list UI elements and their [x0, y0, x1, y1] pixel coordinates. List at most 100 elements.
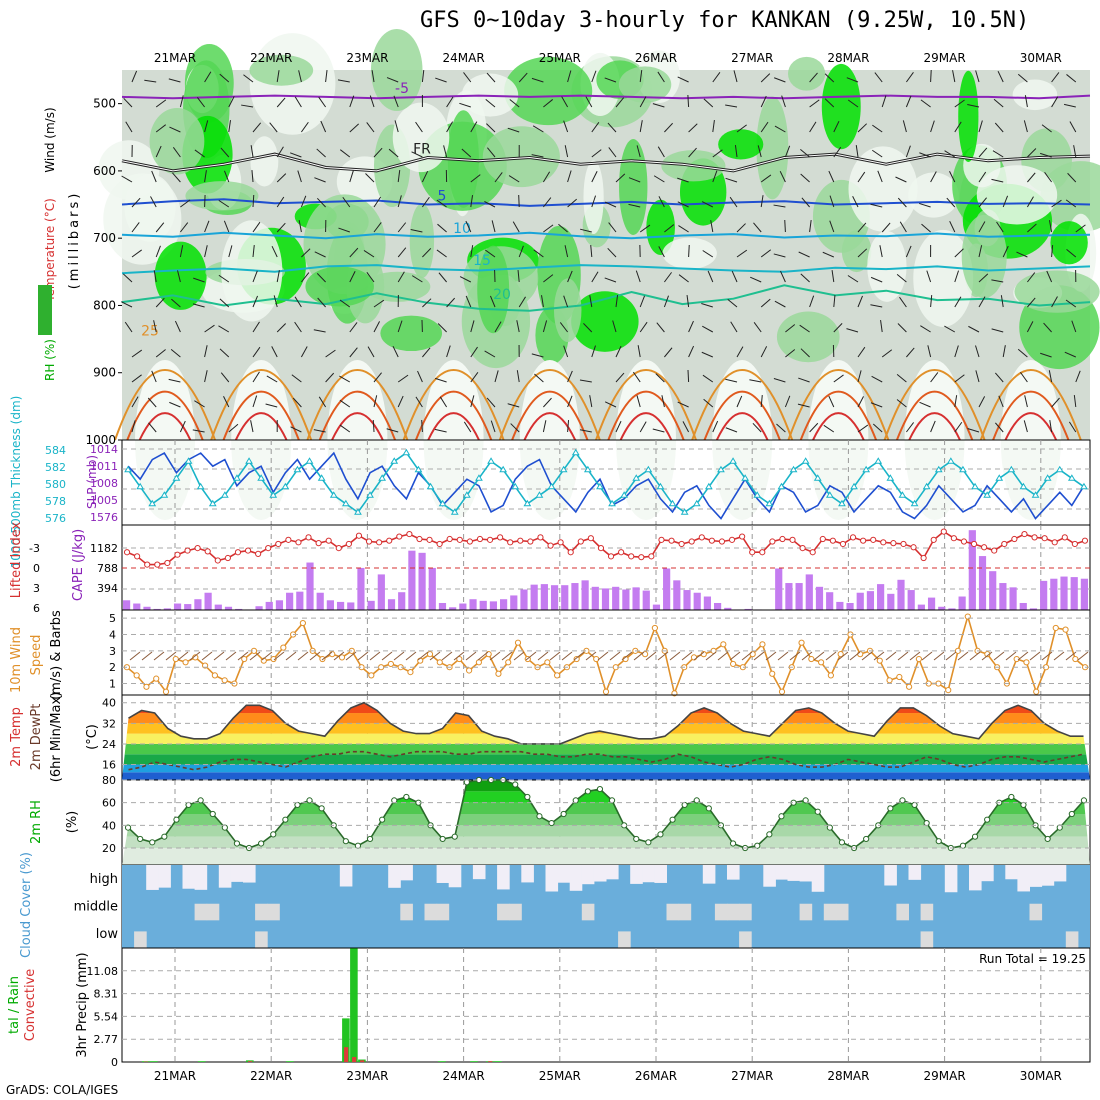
wind-barb [857, 248, 868, 258]
wind-barb [567, 370, 573, 383]
thickness-line-point [765, 499, 774, 507]
wind-barb [919, 401, 931, 408]
wind-barb [567, 270, 573, 283]
wind-barb [896, 399, 907, 408]
wind-barb [847, 275, 859, 283]
wind-barb [563, 295, 569, 308]
thickness-line-point [971, 482, 979, 490]
slp-ytick: 1005 [90, 494, 118, 507]
wind-barb [252, 295, 259, 308]
precip-ytick: 8.31 [94, 988, 119, 1001]
wind-barb [591, 70, 597, 83]
wind-barb [243, 74, 254, 83]
wind-barb [459, 102, 471, 108]
wind-barb [204, 120, 209, 133]
wind-barb [1051, 72, 1060, 83]
cloud-gap [497, 865, 510, 890]
wind-barb [567, 419, 570, 433]
cloud-gap [388, 865, 401, 888]
wind-barb [273, 295, 278, 308]
wind-barb [994, 122, 1004, 133]
cape-bar [143, 606, 151, 610]
precip-ylabel-b-text: Convective [23, 969, 38, 1042]
cape-bar [367, 600, 375, 610]
wind-barb [952, 70, 956, 83]
date-label-bottom: 22MAR [250, 1069, 292, 1083]
cape-bar [927, 597, 936, 610]
wind-barb [639, 224, 651, 233]
cape-bar [540, 584, 548, 610]
wind-barb [608, 222, 617, 233]
thickness-line-point [293, 465, 302, 473]
rh-line-point [209, 810, 216, 818]
wind10-barb [921, 651, 933, 661]
precip-convective-bar [352, 1057, 357, 1062]
wind-barb [180, 199, 191, 208]
rh-line-point [802, 797, 809, 804]
wind10-barb [993, 651, 1005, 661]
wind-barb [926, 270, 932, 283]
wind-barb [703, 398, 714, 408]
rh-blob [392, 102, 450, 173]
wind-barb [927, 345, 932, 358]
wind10-barb [297, 651, 309, 661]
cloud-gap [1029, 865, 1043, 887]
wind-speed-line-point [602, 688, 610, 695]
wind-barb [219, 348, 230, 358]
slp-ytick: 1014 [90, 443, 118, 456]
rh-line-point [633, 835, 640, 843]
cloud-gap [194, 903, 208, 921]
wind10-barb [561, 651, 573, 661]
precip-convective-bar [248, 1061, 253, 1062]
li-line-point [658, 536, 665, 543]
wind-speed-line-point [466, 667, 473, 674]
li-line-point [688, 538, 695, 545]
cape-bar [163, 608, 171, 610]
li-line-point [900, 540, 907, 548]
li-line-point [234, 549, 242, 556]
wind-barb [516, 320, 520, 333]
wind-barb [252, 371, 260, 383]
wind-barb [531, 154, 544, 158]
wind-speed-line-point [280, 644, 287, 651]
wind-barb [314, 251, 326, 258]
wind-ytick: 1 [109, 678, 116, 691]
date-label-top: 28MAR [827, 51, 869, 65]
wind-barb [131, 222, 140, 233]
wind-speed-line-point [915, 655, 922, 663]
rh-line-point [887, 805, 894, 812]
temp-band [122, 772, 1090, 780]
wind-barb [978, 245, 983, 258]
temp-ylabel-d-text: (°C) [85, 724, 100, 750]
slp-ylabel: SLP (mb) [85, 455, 99, 509]
wind-speed-line-point [730, 660, 737, 668]
date-label-bottom: 23MAR [346, 1069, 388, 1083]
wind-barb [124, 321, 133, 333]
wind-barb [664, 347, 673, 358]
wind-barb [589, 295, 593, 308]
wind-barb [251, 170, 254, 183]
wind-barb [421, 70, 425, 83]
wind-barb [1073, 145, 1077, 158]
warm-contour [511, 390, 589, 441]
wind-barb [1068, 421, 1077, 433]
wind-barb [1002, 195, 1009, 208]
wind-barb [870, 402, 883, 408]
wind-barb [996, 221, 1004, 233]
wind-ylabel-a: 10m Wind [9, 627, 24, 693]
wind-barb [276, 97, 286, 108]
cape-bar [836, 601, 844, 610]
cape-bar [336, 601, 345, 610]
wind-barb [144, 79, 157, 83]
wind-barb [155, 222, 165, 233]
cape-ytick: 788 [97, 562, 118, 575]
wind-barb [1002, 345, 1006, 358]
cloud-gap [787, 865, 801, 881]
wind-barb [899, 221, 907, 233]
wind-ylabel-b-text: Speed [29, 635, 44, 676]
wind-barb [1071, 320, 1077, 333]
wind-barb [563, 345, 569, 358]
wind-barb [463, 421, 472, 433]
wind-barb [131, 420, 136, 433]
warm-contour [607, 390, 685, 441]
